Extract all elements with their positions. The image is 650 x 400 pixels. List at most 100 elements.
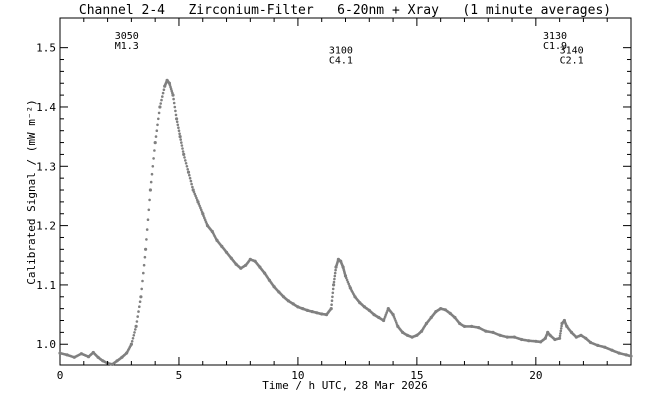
data-point-interp bbox=[558, 334, 562, 338]
data-point-interp bbox=[154, 135, 158, 138]
data-point-interp bbox=[332, 280, 336, 284]
data-point-interp bbox=[138, 305, 141, 309]
data-point-interp bbox=[184, 159, 187, 162]
data-point-interp bbox=[142, 263, 146, 267]
x-tick-label: 20 bbox=[529, 369, 542, 382]
data-point bbox=[329, 307, 333, 311]
data-point-interp bbox=[150, 172, 154, 176]
data-point-interp bbox=[159, 102, 162, 105]
y-axis-label: Calibrated Signal / (mW m⁻²) bbox=[25, 99, 38, 284]
data-point bbox=[186, 170, 191, 174]
data-point-interp bbox=[192, 190, 196, 194]
data-point-interp bbox=[147, 208, 151, 212]
data-point-interp bbox=[180, 141, 183, 144]
data-point-interp bbox=[331, 287, 335, 291]
data-point-interp bbox=[131, 337, 135, 340]
data-point bbox=[139, 295, 143, 299]
data-point-interp bbox=[395, 321, 398, 324]
x-tick-label: 10 bbox=[291, 369, 304, 382]
data-point bbox=[129, 342, 133, 346]
data-point-interp bbox=[199, 208, 203, 212]
data-point bbox=[332, 283, 336, 287]
data-point-interp bbox=[137, 310, 140, 313]
data-point-interp bbox=[394, 319, 397, 322]
x-axis: 0 5 10 15 20 bbox=[57, 18, 608, 382]
y-tick-label: 1.3 bbox=[36, 160, 56, 173]
data-point-interp bbox=[188, 173, 191, 177]
data-point-interp bbox=[142, 271, 145, 275]
data-point bbox=[171, 93, 175, 97]
annotation-class: C1.9 bbox=[543, 41, 567, 52]
data-point-interp bbox=[384, 313, 388, 316]
data-point-interp bbox=[145, 238, 148, 241]
data-point bbox=[148, 188, 152, 192]
x-tick-label: 0 bbox=[57, 369, 64, 382]
data-point-interp bbox=[560, 324, 563, 328]
data-point-interp bbox=[174, 109, 177, 113]
plot-frame bbox=[59, 17, 632, 366]
data-point-interp bbox=[177, 129, 181, 132]
data-point-interp bbox=[178, 132, 181, 135]
data-point-interp bbox=[333, 274, 337, 278]
data-point-interp bbox=[169, 85, 172, 89]
data-point-interp bbox=[145, 228, 149, 231]
annotation-class: M1.3 bbox=[115, 41, 139, 52]
annotation-class: C4.1 bbox=[329, 56, 353, 67]
y-tick-label: 1.5 bbox=[36, 42, 56, 55]
data-point bbox=[144, 247, 148, 251]
data-point-interp bbox=[156, 123, 159, 127]
data-point-interp bbox=[190, 182, 193, 186]
data-point-interp bbox=[184, 162, 188, 165]
annotation-id: 3050 bbox=[115, 31, 139, 42]
data-point-interp bbox=[169, 87, 173, 91]
data-point-interp bbox=[161, 95, 164, 98]
data-point-interp bbox=[330, 303, 333, 307]
data-point-interp bbox=[183, 156, 186, 159]
data-point-interp bbox=[162, 88, 166, 91]
data-point-interp bbox=[185, 165, 189, 168]
data-point-interp bbox=[191, 185, 194, 189]
x-tick-label: 15 bbox=[410, 369, 423, 382]
data-point-interp bbox=[174, 113, 178, 117]
data-point-interp bbox=[198, 204, 201, 208]
data-point-interp bbox=[333, 271, 337, 275]
annotation-class: C2.1 bbox=[560, 56, 584, 67]
data-point-interp bbox=[140, 287, 143, 291]
y-tick-label: 1.2 bbox=[36, 220, 56, 233]
data-point-interp bbox=[202, 214, 205, 217]
data-point-interp bbox=[177, 126, 180, 129]
data-point-interp bbox=[385, 311, 389, 314]
data-point bbox=[558, 336, 562, 340]
data-point-interp bbox=[148, 198, 151, 202]
data-point-interp bbox=[331, 291, 335, 295]
data-point-interp bbox=[203, 216, 206, 219]
data-point-interp bbox=[173, 105, 177, 109]
data-point-interp bbox=[134, 328, 137, 331]
chart-title: Channel 2-4 Zirconium-Filter 6-20nm + Xr… bbox=[79, 3, 611, 18]
y-axis: 1.0 1.1 1.2 1.3 1.4 1.5 bbox=[36, 42, 631, 351]
data-point-interp bbox=[180, 144, 184, 147]
data-point-interp bbox=[138, 300, 142, 304]
data-point-interp bbox=[559, 327, 563, 330]
data-point-interp bbox=[133, 331, 136, 334]
annotation-id: 3100 bbox=[329, 46, 353, 57]
data-point-interp bbox=[559, 329, 563, 333]
data-point bbox=[178, 135, 182, 139]
annotation-id: 3140 bbox=[560, 46, 584, 57]
data-point-interp bbox=[155, 129, 159, 132]
data-point-interp bbox=[152, 157, 155, 160]
data-point-interp bbox=[189, 179, 193, 183]
data-point-interp bbox=[175, 120, 179, 124]
data-point bbox=[182, 152, 186, 156]
data-point-interp bbox=[157, 111, 161, 115]
data-point-interp bbox=[135, 320, 139, 323]
data-point-interp bbox=[345, 276, 348, 280]
data-point-interp bbox=[345, 278, 349, 282]
data-point-interp bbox=[330, 299, 334, 303]
data-point-interp bbox=[172, 101, 176, 105]
data-points bbox=[58, 78, 633, 366]
data-point-interp bbox=[172, 97, 175, 101]
data-point-interp bbox=[168, 83, 172, 87]
